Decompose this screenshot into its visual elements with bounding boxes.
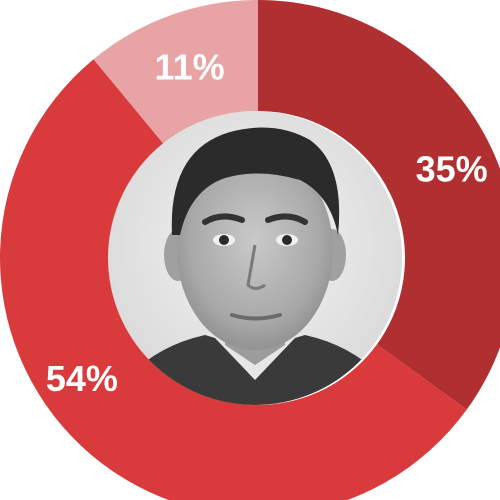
center-portrait — [108, 111, 402, 405]
slice-label-54: 54% — [46, 358, 118, 399]
slice-54 — [0, 59, 467, 500]
slice-35 — [258, 0, 500, 410]
slice-label-11: 11% — [155, 47, 225, 88]
slice-11 — [93, 0, 258, 145]
slice-label-35: 35% — [416, 148, 488, 189]
portrait-hair — [171, 127, 340, 235]
slice-labels: 35% 54% 11% — [46, 47, 488, 399]
